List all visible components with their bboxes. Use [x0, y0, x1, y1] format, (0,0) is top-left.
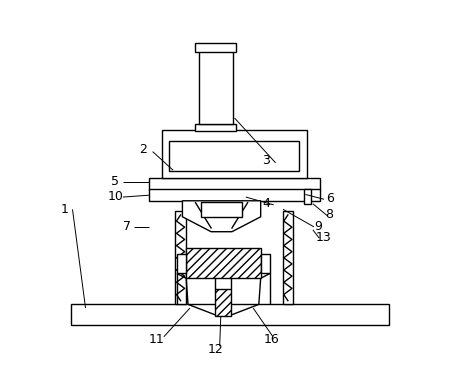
Bar: [199, 49, 233, 124]
Text: 5: 5: [111, 175, 120, 188]
Bar: [186, 248, 261, 278]
Text: 9: 9: [315, 220, 322, 233]
Text: 10: 10: [108, 190, 123, 203]
Text: 12: 12: [208, 343, 224, 356]
Text: 3: 3: [262, 154, 270, 168]
Bar: [71, 304, 389, 325]
Bar: [304, 189, 311, 204]
Text: 2: 2: [139, 143, 147, 156]
Text: 13: 13: [316, 231, 332, 244]
Bar: [283, 211, 293, 304]
Bar: [175, 211, 186, 304]
Bar: [215, 289, 231, 316]
Bar: [196, 124, 236, 131]
Text: 11: 11: [148, 333, 164, 346]
Bar: [169, 141, 299, 171]
Bar: [177, 254, 186, 273]
Text: 4: 4: [262, 197, 270, 210]
Bar: [148, 178, 320, 190]
Bar: [162, 130, 306, 178]
Bar: [148, 189, 320, 201]
Text: 1: 1: [61, 203, 69, 216]
Text: 16: 16: [264, 333, 280, 346]
Bar: [261, 254, 270, 273]
Text: 8: 8: [326, 208, 333, 221]
Bar: [195, 43, 236, 52]
Text: 7: 7: [123, 220, 131, 233]
Polygon shape: [182, 201, 261, 232]
Bar: [201, 202, 242, 217]
Text: 6: 6: [326, 192, 333, 205]
